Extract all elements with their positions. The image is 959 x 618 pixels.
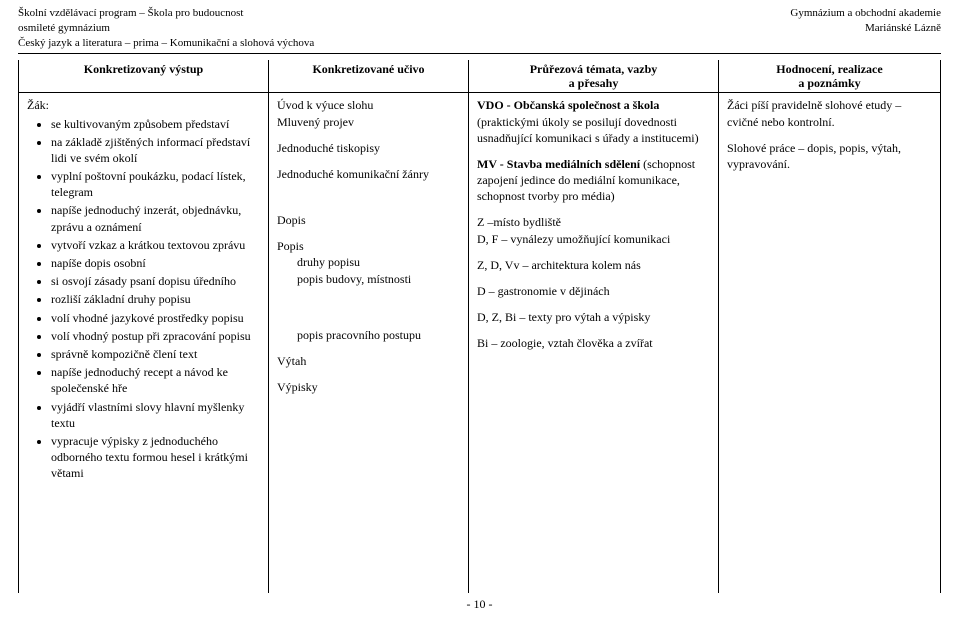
assessment-note: Slohové práce – dopis, popis, výtah, vyp…: [727, 140, 932, 172]
list-item: volí vhodné jazykové prostředky popisu: [51, 310, 260, 326]
crosscut-line: D, Z, Bi – texty pro výtah a výpisky: [477, 309, 710, 325]
list-item: napíše dopis osobní: [51, 255, 260, 271]
crosscut-title: VDO - Občanská společnost a škola: [477, 98, 659, 112]
header-line: Školní vzdělávací program – Škola pro bu…: [18, 7, 243, 19]
header: Školní vzdělávací program – Škola pro bu…: [18, 6, 941, 51]
list-item: vyplní poštovní poukázku, podací lístek,…: [51, 168, 260, 200]
list-item: volí vhodný postup při zpracování popisu: [51, 328, 260, 344]
list-item: správně kompozičně člení text: [51, 346, 260, 362]
list-item: rozliší základní druhy popisu: [51, 291, 260, 307]
subtopic: druhy popisu: [277, 254, 460, 270]
th-line: a přesahy: [569, 76, 619, 90]
page: Školní vzdělávací program – Škola pro bu…: [0, 0, 959, 618]
curriculum-table: Konkretizovaný výstup Konkretizované uči…: [18, 60, 941, 593]
crosscut-title: MV - Stavba mediálních sdělení: [477, 157, 640, 171]
list-item: si osvojí zásady psaní dopisu úředního: [51, 273, 260, 289]
crosscut-desc: (praktickými úkoly se posilují dovednost…: [477, 115, 699, 145]
page-number: - 10 -: [0, 596, 959, 612]
crosscut-line: Z, D, Vv – architektura kolem nás: [477, 257, 710, 273]
topic: Výtah: [277, 353, 460, 369]
assessment-note: Žáci píší pravidelně slohové etudy – cvi…: [727, 97, 932, 129]
list-item: vypracuje výpisky z jednoduchého odborné…: [51, 433, 260, 482]
topic: Mluvený projev: [277, 114, 460, 130]
list-item: vyjádří vlastními slovy hlavní myšlenky …: [51, 399, 260, 431]
student-lead: Žák:: [27, 97, 260, 113]
th-output: Konkretizovaný výstup: [19, 60, 269, 93]
th-line: Hodnocení, realizace: [776, 62, 882, 76]
header-line: Český jazyk a literatura – prima – Komun…: [18, 37, 314, 49]
cell-crosscut: VDO - Občanská společnost a škola (prakt…: [469, 93, 719, 593]
list-item: se kultivovaným způsobem představí: [51, 116, 260, 132]
header-line: osmileté gymnázium: [18, 22, 110, 34]
list-item: napíše jednoduchý inzerát, objednávku, z…: [51, 202, 260, 234]
subtopic: popis pracovního postupu: [277, 327, 460, 343]
table-head-row: Konkretizovaný výstup Konkretizované uči…: [19, 60, 941, 93]
th-assessment: Hodnocení, realizace a poznámky: [719, 60, 941, 93]
header-left: Školní vzdělávací program – Škola pro bu…: [18, 6, 314, 51]
list-item: vytvoří vzkaz a krátkou textovou zprávu: [51, 237, 260, 253]
cell-content: Úvod k výuce slohu Mluvený projev Jednod…: [269, 93, 469, 593]
output-list: se kultivovaným způsobem představí na zá…: [27, 116, 260, 482]
cell-assessment: Žáci píší pravidelně slohové etudy – cvi…: [719, 93, 941, 593]
crosscut-line: Z –místo bydliště: [477, 214, 710, 230]
topic: Úvod k výuce slohu: [277, 97, 460, 113]
crosscut-line: D, F – vynálezy umožňující komunikaci: [477, 231, 710, 247]
th-crosscut: Průřezová témata, vazby a přesahy: [469, 60, 719, 93]
list-item: na základě zjištěných informací představ…: [51, 134, 260, 166]
header-line: Gymnázium a obchodní akademie: [790, 7, 941, 19]
topic: Dopis: [277, 212, 460, 228]
subtopic: popis budovy, místnosti: [277, 271, 460, 287]
header-right: Gymnázium a obchodní akademie Mariánské …: [790, 6, 941, 51]
th-line: Průřezová témata, vazby: [530, 62, 658, 76]
th-line: a poznámky: [798, 76, 860, 90]
topic: Popis: [277, 238, 460, 254]
topic: Výpisky: [277, 379, 460, 395]
list-item: napíše jednoduchý recept a návod ke spol…: [51, 364, 260, 396]
cell-output: Žák: se kultivovaným způsobem představí …: [19, 93, 269, 593]
header-line: Mariánské Lázně: [865, 22, 941, 34]
crosscut-block: MV - Stavba mediálních sdělení (schopnos…: [477, 156, 710, 205]
crosscut-line: Bi – zoologie, vztah člověka a zvířat: [477, 335, 710, 351]
topic: Jednoduché tiskopisy: [277, 140, 460, 156]
th-content: Konkretizované učivo: [269, 60, 469, 93]
table-row: Žák: se kultivovaným způsobem představí …: [19, 93, 941, 593]
topic: Jednoduché komunikační žánry: [277, 166, 460, 182]
crosscut-block: VDO - Občanská společnost a škola (prakt…: [477, 97, 710, 146]
crosscut-line: D – gastronomie v dějinách: [477, 283, 710, 299]
header-rule: [18, 53, 941, 54]
